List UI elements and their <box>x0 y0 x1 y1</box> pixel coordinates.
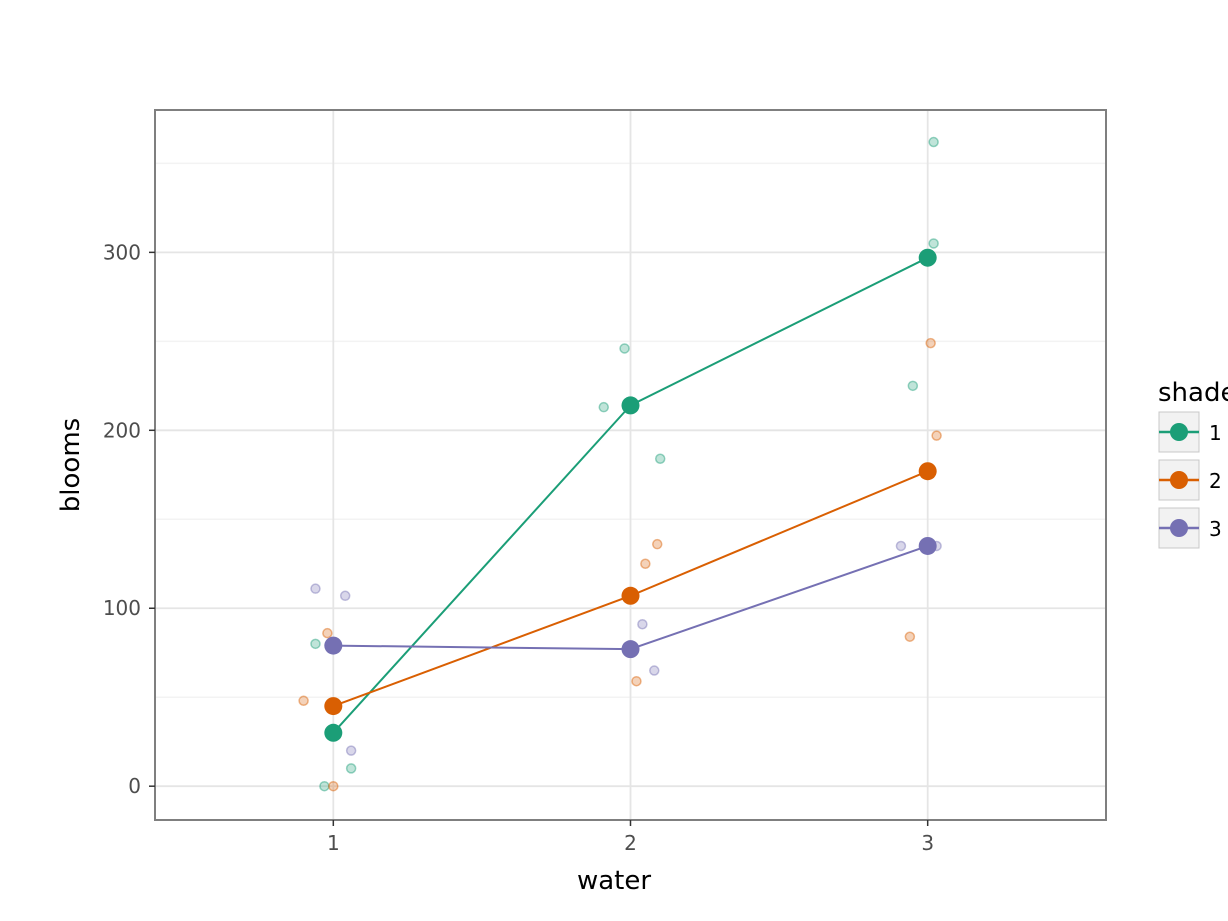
y-tick-label: 100 <box>103 596 141 620</box>
x-axis-title: water <box>577 866 651 896</box>
raw-point-shade-3 <box>339 590 351 602</box>
mean-point-shade-2 <box>621 586 640 605</box>
y-tick-label: 300 <box>103 240 141 264</box>
legend-label-2: 2 <box>1209 469 1222 493</box>
legend-title: shade <box>1158 378 1228 408</box>
raw-point-shade-1 <box>598 401 610 413</box>
legend: shade 1 2 3 <box>1158 378 1228 549</box>
legend-label-3: 3 <box>1209 517 1222 541</box>
raw-point-shade-1 <box>619 343 630 354</box>
raw-point-shade-1 <box>907 380 919 392</box>
raw-point-shade-2 <box>322 627 333 639</box>
raw-point-shade-2 <box>631 675 642 687</box>
raw-point-shade-3 <box>637 619 648 630</box>
mean-point-shade-1 <box>324 723 343 742</box>
raw-point-shade-2 <box>328 780 339 792</box>
raw-point-shade-1 <box>928 136 939 148</box>
raw-data-points <box>298 136 942 792</box>
x-tick-label: 2 <box>624 831 637 855</box>
raw-point-shade-2 <box>904 631 916 642</box>
raw-point-shade-2 <box>931 430 942 441</box>
legend-key-point-1 <box>1170 423 1188 441</box>
mean-point-shade-3 <box>621 640 640 659</box>
raw-point-shade-2 <box>651 538 663 550</box>
raw-point-shade-2 <box>925 337 936 349</box>
raw-point-shade-3 <box>310 583 321 594</box>
raw-point-shade-1 <box>345 763 357 774</box>
mean-point-shade-1 <box>918 248 937 267</box>
raw-point-shade-3 <box>895 540 907 552</box>
legend-label-1: 1 <box>1209 421 1222 445</box>
mean-point-shade-2 <box>324 697 343 716</box>
x-tick-label: 1 <box>327 831 340 855</box>
mean-points <box>324 248 937 742</box>
raw-point-shade-1 <box>654 453 666 465</box>
x-tick-label: 3 <box>921 831 934 855</box>
raw-point-shade-1 <box>928 238 939 249</box>
y-axis-title: blooms <box>56 418 86 512</box>
y-tick-label: 200 <box>103 418 141 442</box>
mean-point-shade-3 <box>918 536 937 555</box>
legend-key-point-3 <box>1170 519 1188 537</box>
y-axis-ticks: 0 100 200 300 <box>103 240 155 798</box>
raw-point-shade-1 <box>310 638 321 650</box>
mean-point-shade-1 <box>621 396 640 415</box>
raw-point-shade-3 <box>649 665 660 676</box>
x-axis-ticks: 1 2 3 <box>327 820 934 855</box>
raw-point-shade-2 <box>640 558 651 570</box>
raw-point-shade-1 <box>319 780 330 792</box>
raw-point-shade-2 <box>298 695 309 707</box>
mean-point-shade-3 <box>324 636 343 655</box>
legend-key-point-2 <box>1170 471 1188 489</box>
raw-point-shade-3 <box>345 745 357 756</box>
y-tick-label: 0 <box>128 774 141 798</box>
mean-point-shade-2 <box>918 462 937 481</box>
